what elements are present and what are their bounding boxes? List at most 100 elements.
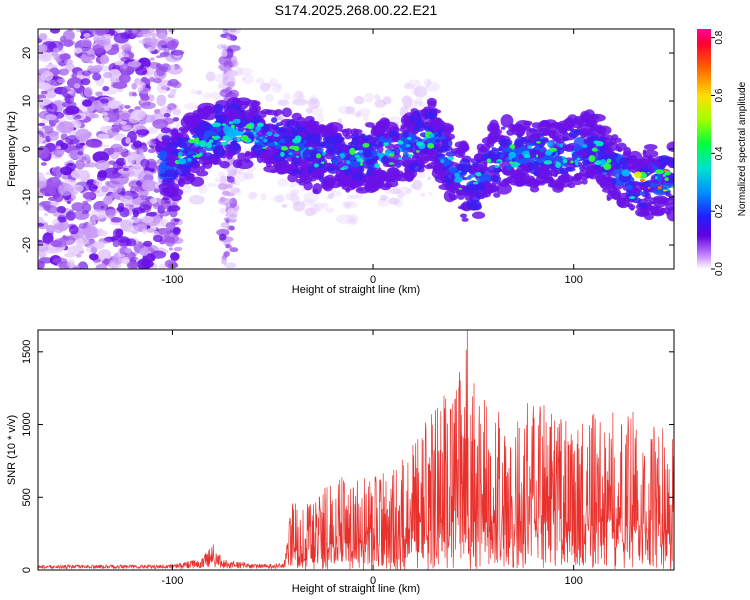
spectrogram-blob xyxy=(599,168,605,173)
spectrogram-blob xyxy=(172,117,180,122)
spectrogram-blob xyxy=(383,142,389,147)
spectrogram-blob xyxy=(38,180,47,189)
spectrogram-blob xyxy=(139,148,144,155)
spectrogram-blob xyxy=(603,163,612,170)
spectrogram-blob xyxy=(38,136,44,143)
spectrogram-blob xyxy=(591,147,598,152)
spectrogram-blob xyxy=(564,159,577,170)
spectrogram-blob xyxy=(462,177,468,181)
spectrogram-blob xyxy=(537,160,544,164)
spectrogram-blob xyxy=(38,75,45,89)
spectrogram-blob xyxy=(647,171,650,174)
spectrogram-blob xyxy=(435,138,440,144)
spectrogram-blob xyxy=(495,182,512,195)
colorbar-ticks: 0.0 0.2 0.4 0.6 0.8 xyxy=(711,30,725,276)
spectrogram-blob xyxy=(352,129,363,134)
spectrogram-blob xyxy=(277,83,282,90)
spectrogram-blob xyxy=(420,149,428,154)
spectrogram-blob xyxy=(228,121,234,125)
spectrogram-blob xyxy=(552,184,564,193)
spectrogram-blob xyxy=(412,127,419,131)
spectrogram-blob xyxy=(91,65,103,72)
spectrogram-blob xyxy=(589,120,598,125)
spectrogram-blob xyxy=(177,158,187,165)
spectrogram-blob xyxy=(219,233,227,241)
spectrogram-blob xyxy=(621,169,631,177)
spectrogram-blob xyxy=(199,140,207,148)
spectrogram-blob xyxy=(350,133,359,141)
spectrogram-blob xyxy=(574,159,579,164)
spectrogram-blob xyxy=(277,178,289,187)
spectrogram-blob xyxy=(337,105,352,115)
spectrogram-blob xyxy=(487,126,500,133)
spectrogram-blob xyxy=(38,257,54,264)
spectrogram-blob xyxy=(168,192,176,198)
spectrogram-blob xyxy=(433,131,438,135)
spectrogram-blob xyxy=(95,91,103,97)
spectrogram-blob xyxy=(518,153,524,160)
spectrogram-blob xyxy=(664,170,671,176)
spectrogram-blob xyxy=(228,209,238,221)
spectrogram-blob xyxy=(593,140,600,144)
spectrogram-blob xyxy=(521,177,536,185)
spectrogram-blob xyxy=(163,113,171,118)
spectrogram-blob xyxy=(78,179,88,183)
spectrogram-blob xyxy=(45,171,51,176)
spectrogram-blob xyxy=(504,147,513,153)
spectrogram-blob xyxy=(418,102,427,108)
spectrogram-blob xyxy=(210,91,220,99)
spectrogram-blob xyxy=(464,192,473,202)
snr-series xyxy=(37,329,675,570)
spectrogram-blob xyxy=(82,191,96,200)
spectrogram-blob xyxy=(64,59,74,65)
spectrogram-blob xyxy=(316,114,325,124)
spectrogram-blob xyxy=(471,190,478,198)
spectrogram-blob xyxy=(487,149,501,161)
spectrogram-blob xyxy=(561,156,566,159)
spectrogram-blob xyxy=(515,162,521,166)
spectrogram-blob xyxy=(642,149,647,155)
spectrogram-blob xyxy=(583,139,588,143)
spectrogram-blob xyxy=(511,127,526,136)
spectrogram-blob xyxy=(190,176,205,187)
spectrogram-blob xyxy=(377,98,383,103)
spectrogram-blob xyxy=(127,61,142,68)
spectrogram-blob xyxy=(110,193,117,199)
spectrogram-blob xyxy=(57,59,61,63)
spectrogram-blob xyxy=(543,138,549,142)
spectrogram-blob xyxy=(100,205,105,209)
spectrogram-blob xyxy=(196,90,202,96)
spectrogram-blob xyxy=(107,100,120,109)
spectrogram-blob xyxy=(121,124,132,131)
spectrogram-blob xyxy=(509,144,515,150)
spectrogram-blob xyxy=(496,161,501,163)
spectrogram-blob xyxy=(255,126,261,131)
spectrogram-blob xyxy=(427,78,432,85)
spectrogram-blob xyxy=(118,73,131,84)
spectrogram-blob xyxy=(144,37,158,46)
snr-x-tick-label: 0 xyxy=(370,575,376,587)
spectrogram-blob xyxy=(292,201,306,212)
spectrogram-blob xyxy=(292,98,309,106)
spectrogram-blob xyxy=(290,120,297,127)
spectrogram-blob xyxy=(110,143,123,153)
spectrogram-blob xyxy=(96,172,107,181)
spectrogram-blob xyxy=(283,92,291,100)
spectrogram-blob xyxy=(663,181,673,189)
spectrogram-blob xyxy=(114,60,124,66)
spectrogram-blob xyxy=(38,51,53,62)
spectrogram-blob xyxy=(292,138,301,144)
spectrogram-blob xyxy=(406,137,412,140)
spectrogram-blob xyxy=(347,195,353,200)
spectrogram-blob xyxy=(75,128,91,142)
spectrogram-blob xyxy=(102,112,108,117)
spectrogram-blob xyxy=(219,175,227,184)
spectrogram-blob xyxy=(654,176,658,180)
spectrogram-blob xyxy=(664,177,669,182)
spectrogram-blob xyxy=(74,114,82,120)
spectrogram-blob xyxy=(220,112,226,117)
spectrogram-blob xyxy=(56,205,67,214)
spectrogram-blob xyxy=(349,155,356,161)
spectrogram-blob xyxy=(600,164,604,167)
spectrogram-blob xyxy=(328,123,334,128)
